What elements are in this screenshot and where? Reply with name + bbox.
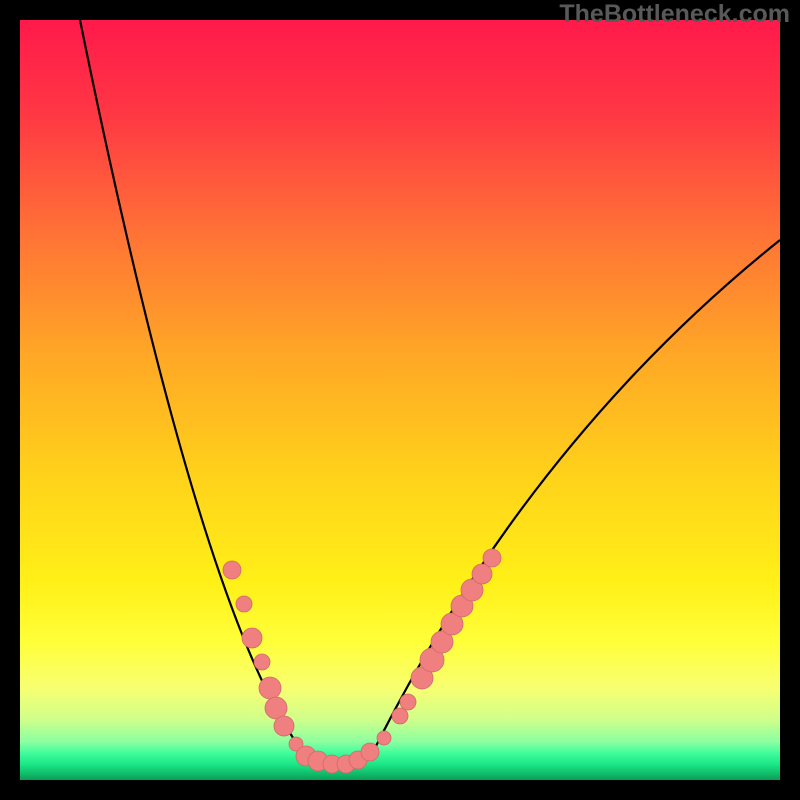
data-marker	[472, 564, 492, 584]
data-marker	[377, 731, 391, 745]
chart-svg	[0, 0, 800, 800]
data-marker	[242, 628, 262, 648]
data-marker	[259, 677, 281, 699]
data-marker	[400, 694, 416, 710]
data-marker	[483, 549, 501, 567]
data-marker	[223, 561, 241, 579]
data-marker	[392, 708, 408, 724]
data-marker	[361, 743, 379, 761]
plot-background	[20, 20, 780, 780]
data-marker	[274, 716, 294, 736]
data-marker	[254, 654, 270, 670]
data-marker	[236, 596, 252, 612]
watermark-text: TheBottleneck.com	[559, 0, 790, 29]
